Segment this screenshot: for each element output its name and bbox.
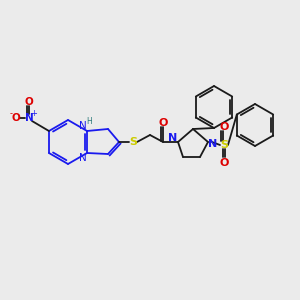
Text: H: H (86, 118, 92, 127)
Text: N: N (79, 153, 87, 163)
Text: O: O (12, 113, 20, 123)
Text: O: O (25, 97, 33, 107)
Text: N: N (168, 133, 178, 143)
Text: N: N (79, 121, 87, 131)
Text: O: O (219, 122, 229, 132)
Text: S: S (220, 140, 228, 150)
Text: S: S (129, 137, 137, 147)
Text: O: O (219, 158, 229, 168)
Text: N: N (25, 113, 33, 123)
Text: O: O (158, 118, 168, 128)
Text: +: + (31, 109, 38, 118)
Text: N: N (208, 139, 217, 149)
Text: -: - (10, 110, 13, 118)
